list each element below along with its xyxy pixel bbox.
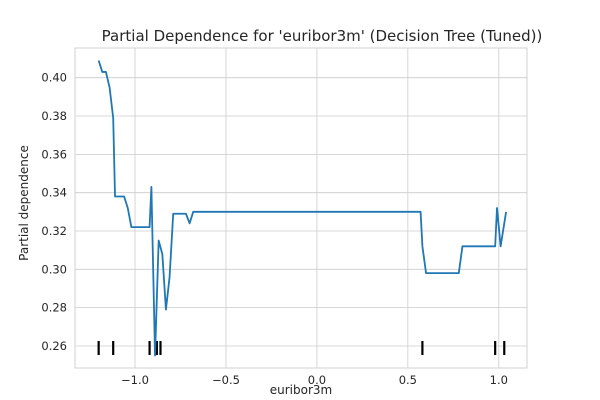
y-tick-label: 0.40 xyxy=(41,71,67,85)
y-tick-label: 0.28 xyxy=(41,301,67,315)
y-tick-label: 0.38 xyxy=(41,109,67,123)
x-tick-label: 0.5 xyxy=(399,373,417,387)
y-tick-labels: 0.26 0.28 0.30 0.32 0.34 0.36 0.38 0.40 xyxy=(41,71,67,353)
x-axis-label: euribor3m xyxy=(270,383,332,397)
x-tick-label: 0.0 xyxy=(308,373,326,387)
rug-ticks xyxy=(97,341,506,355)
pd-series-line xyxy=(97,60,507,357)
y-tick-label: 0.32 xyxy=(41,224,67,238)
series-group xyxy=(97,60,507,357)
y-tick-label: 0.26 xyxy=(41,339,67,353)
y-tick-label: 0.36 xyxy=(41,147,67,161)
grid xyxy=(75,48,527,368)
y-tick-label: 0.34 xyxy=(41,186,67,200)
chart-title: Partial Dependence for 'euribor3m' (Deci… xyxy=(102,27,543,45)
x-tick-labels: −1.0 −0.5 0.0 0.5 1.0 xyxy=(121,373,508,387)
y-tick-label: 0.30 xyxy=(41,262,67,276)
plot-frame xyxy=(74,47,528,369)
x-tick-label: 1.0 xyxy=(490,373,508,387)
x-tick-label: −1.0 xyxy=(121,373,149,387)
x-tick-label: −0.5 xyxy=(212,373,240,387)
y-axis-label: Partial dependence xyxy=(17,145,31,261)
